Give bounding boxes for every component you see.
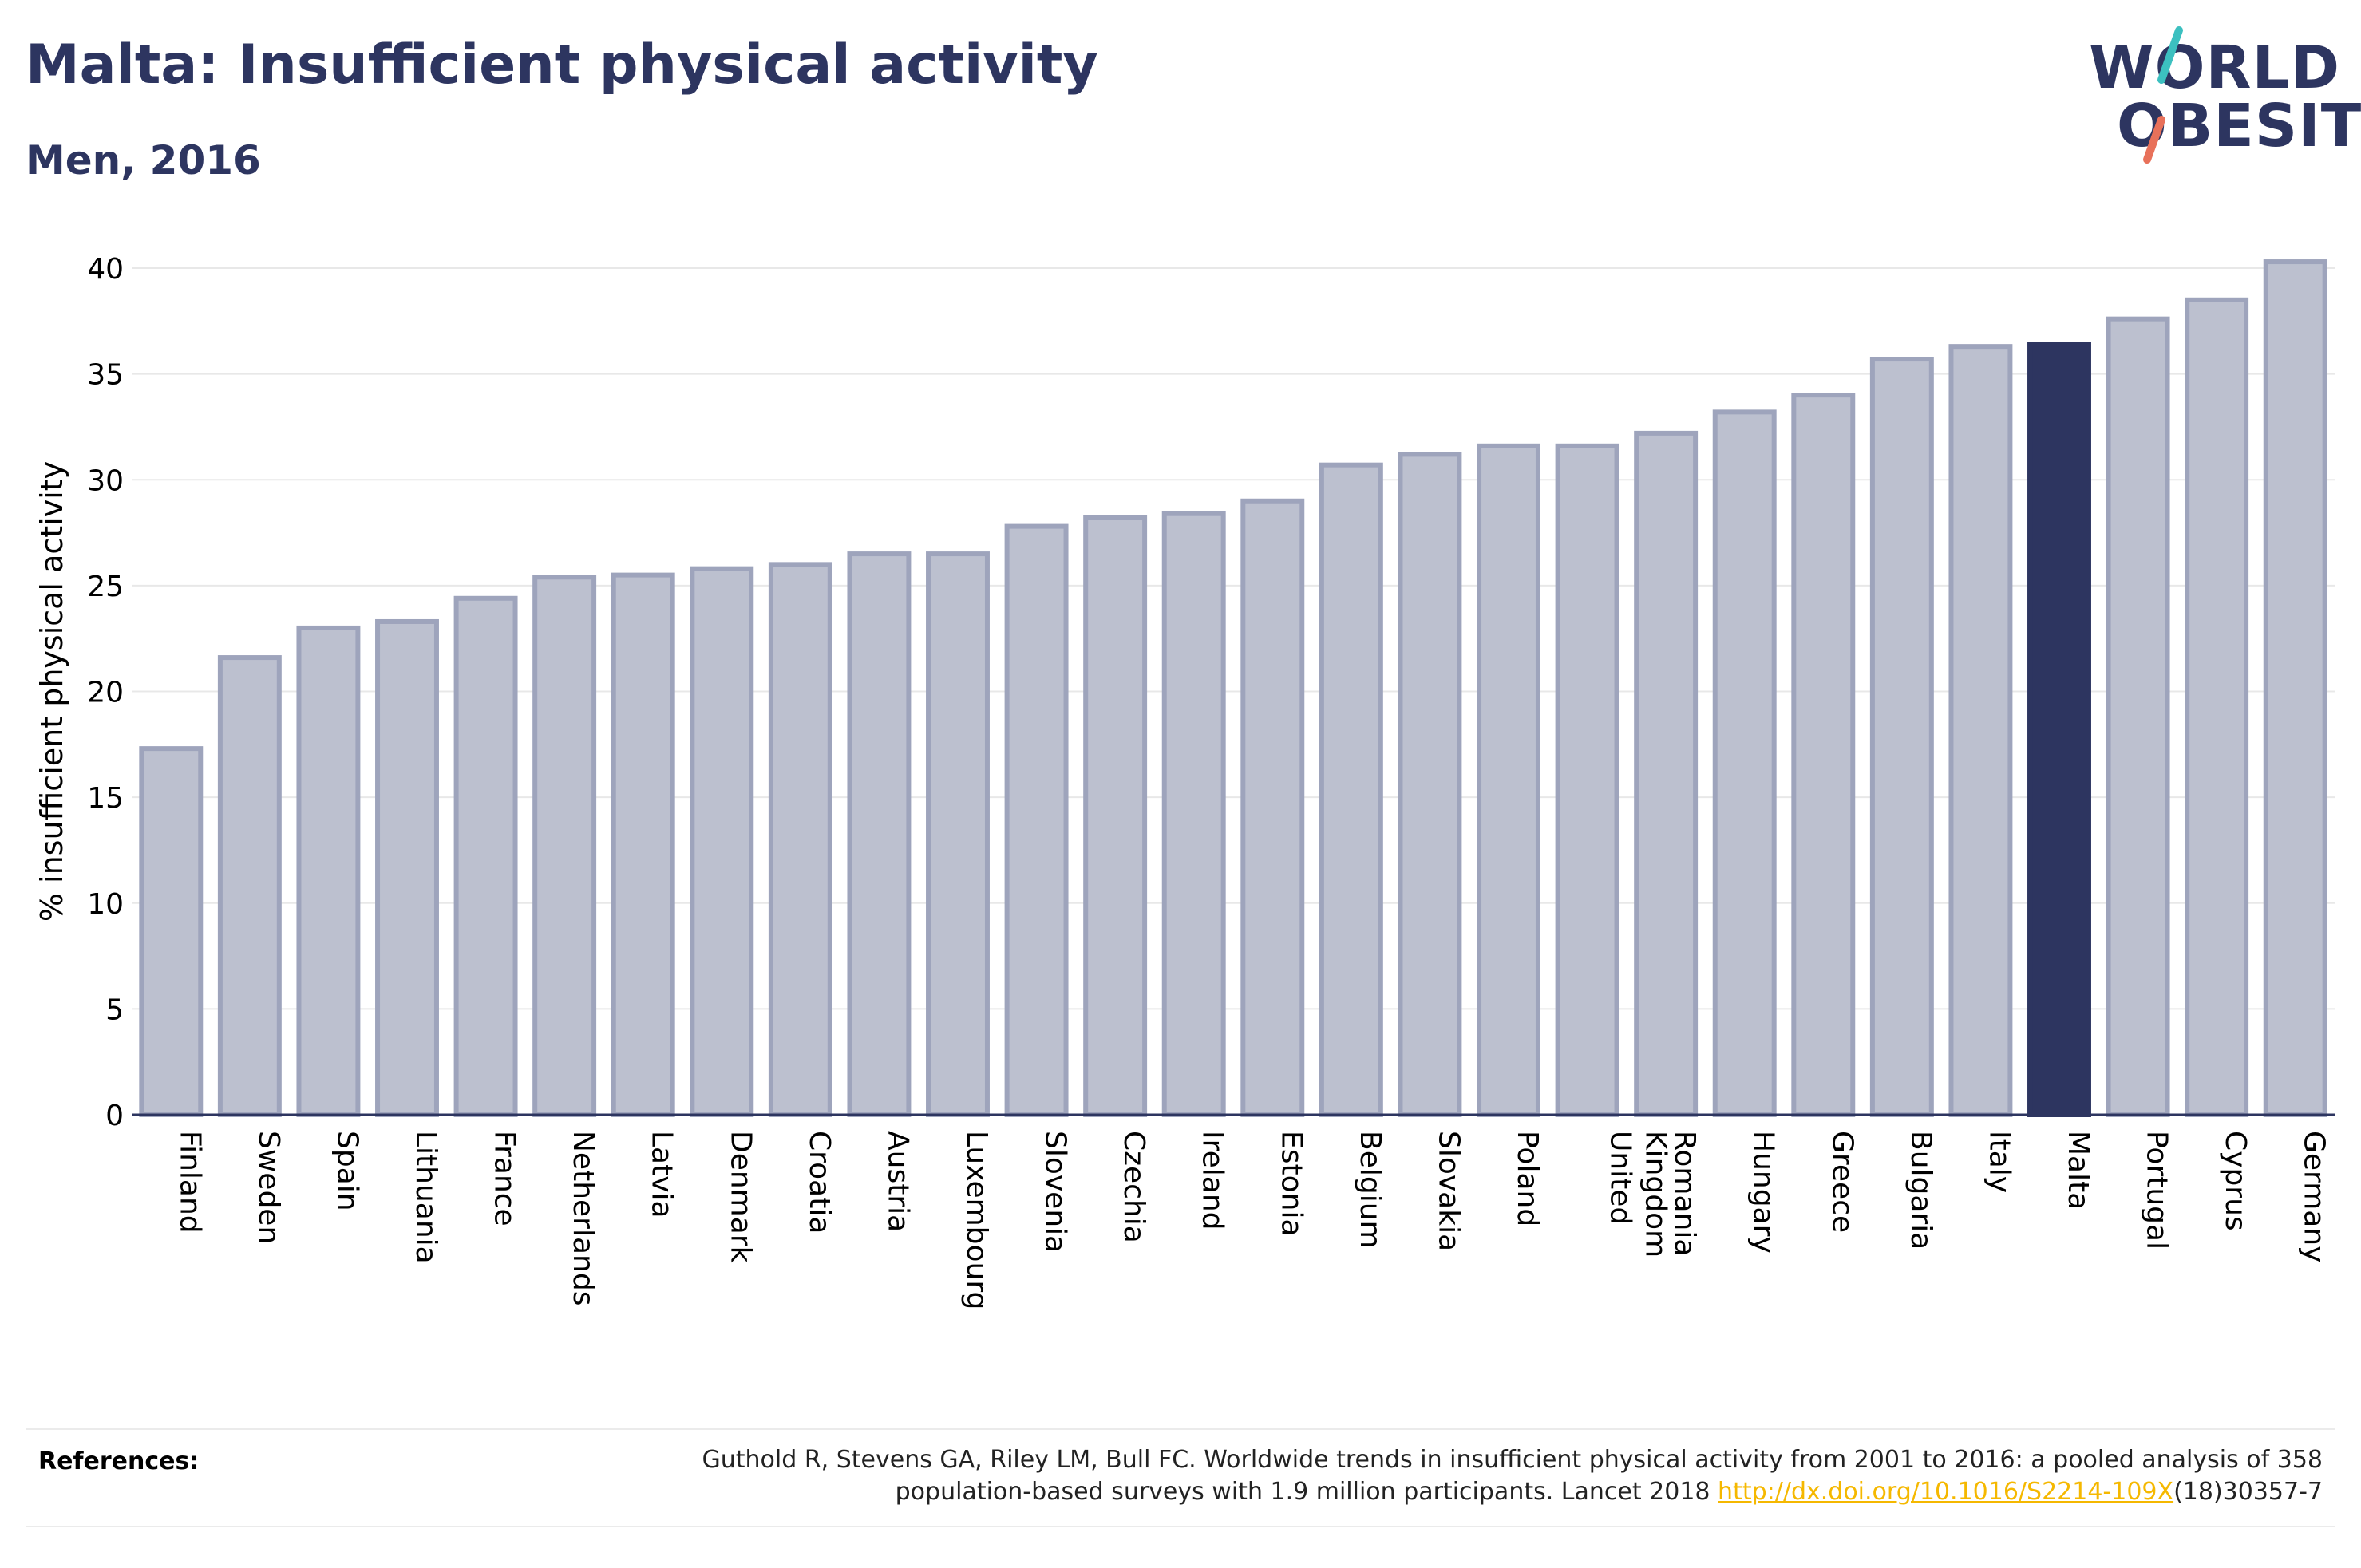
bar-portugal bbox=[2106, 316, 2170, 1118]
bar-united-kingdom bbox=[1555, 443, 1619, 1117]
logo-slash-icon bbox=[2143, 26, 2183, 164]
y-tick-labels: 0 5 10 15 20 25 30 35 40 bbox=[87, 253, 124, 1132]
reference-citation: Guthold R, Stevens GA, Riley LM, Bull FC… bbox=[702, 1446, 2323, 1506]
x-tick-label: Czechia bbox=[1117, 1131, 1150, 1243]
x-tick-label: Italy bbox=[1983, 1131, 2015, 1193]
bar-denmark bbox=[690, 566, 754, 1117]
x-tick-label: Romania bbox=[1668, 1131, 1701, 1256]
bar-poland bbox=[1477, 443, 1540, 1117]
x-tick-label: Estonia bbox=[1275, 1131, 1307, 1237]
bar-lithuania bbox=[375, 618, 439, 1117]
chart-subtitle: Men, 2016 bbox=[26, 137, 261, 184]
x-tick-label: Netherlands bbox=[567, 1131, 599, 1305]
bars bbox=[139, 259, 2327, 1118]
x-tick-label: Sweden bbox=[252, 1131, 285, 1244]
world-obesity-logo: WORLD OBESITY bbox=[2067, 24, 2361, 184]
bar-chart: 0 5 10 15 20 25 30 35 40 Finland Sweden Spain Lithu… bbox=[34, 253, 2335, 1309]
bar-belgium bbox=[1319, 462, 1383, 1117]
bar-romania bbox=[1634, 430, 1699, 1117]
y-axis-label: % insufficient physical activity bbox=[34, 461, 69, 922]
x-tick-label: Lithuania bbox=[409, 1131, 442, 1264]
x-tick-label: Ireland bbox=[1196, 1131, 1229, 1230]
x-tick-label: Austria bbox=[881, 1131, 914, 1232]
bar-croatia bbox=[768, 562, 832, 1117]
x-tick-label: Latvia bbox=[646, 1131, 678, 1218]
reference-link[interactable]: http://dx.doi.org/10.1016/S2214-109X bbox=[1718, 1478, 2174, 1506]
y-tick-label: 20 bbox=[87, 677, 124, 709]
references-label: References: bbox=[38, 1448, 200, 1475]
y-tick-label: 0 bbox=[105, 1100, 124, 1132]
bar-italy bbox=[1948, 344, 2013, 1117]
bar-finland bbox=[139, 746, 204, 1117]
x-tick-label: Cyprus bbox=[2219, 1131, 2252, 1231]
bar-spain bbox=[296, 625, 361, 1117]
y-tick-label: 15 bbox=[87, 782, 124, 815]
bar-france bbox=[453, 595, 518, 1117]
bar-netherlands bbox=[532, 575, 597, 1117]
bar-slovakia bbox=[1398, 452, 1462, 1117]
x-tick-label: Bulgaria bbox=[1904, 1131, 1937, 1250]
x-tick-label: Slovakia bbox=[1432, 1131, 1465, 1251]
bar-luxembourg bbox=[926, 551, 990, 1117]
bar-ireland bbox=[1161, 511, 1226, 1117]
chart-title: Malta: Insufficient physical activity bbox=[26, 34, 1098, 97]
x-tick-label: Finland bbox=[173, 1131, 206, 1234]
y-tick-label: 35 bbox=[87, 359, 124, 392]
bar-estonia bbox=[1240, 498, 1305, 1117]
logo-line-1: WORLD bbox=[2089, 34, 2341, 102]
y-tick-label: 25 bbox=[87, 571, 124, 603]
bar-hungary bbox=[1712, 409, 1777, 1117]
x-tick-label: Hungary bbox=[1747, 1131, 1780, 1254]
bar-greece bbox=[1791, 393, 1856, 1117]
x-tick-label: Malta bbox=[2062, 1131, 2094, 1210]
x-tick-label: Poland bbox=[1511, 1131, 1544, 1226]
x-tick-label: UnitedKingdom bbox=[1604, 1131, 1672, 1258]
bar-slovenia bbox=[1004, 523, 1069, 1117]
x-tick-label: Greece bbox=[1825, 1131, 1858, 1233]
x-tick-labels: Finland Sweden Spain Lithuania France Netherl… bbox=[173, 1131, 2330, 1309]
x-tick-label: Slovenia bbox=[1039, 1131, 1072, 1253]
bar-cyprus bbox=[2185, 297, 2249, 1118]
x-tick-label: Denmark bbox=[724, 1131, 757, 1263]
bar-austria bbox=[847, 551, 912, 1117]
bar-sweden bbox=[217, 655, 282, 1117]
bar-bulgaria bbox=[1869, 357, 1934, 1117]
references-section: References: Guthold R, Stevens GA, Riley… bbox=[26, 1428, 2335, 1527]
y-tick-label: 10 bbox=[87, 888, 124, 921]
y-tick-label: 5 bbox=[105, 993, 124, 1026]
y-tick-label: 30 bbox=[87, 464, 124, 497]
x-tick-label: Germany bbox=[2298, 1131, 2331, 1262]
x-tick-label: Croatia bbox=[803, 1131, 836, 1234]
bar-czechia bbox=[1083, 515, 1148, 1117]
x-tick-label: France bbox=[488, 1131, 521, 1226]
x-tick-label: Belgium bbox=[1354, 1131, 1386, 1249]
reference-citation-suffix: (18)30357-7 bbox=[2173, 1478, 2323, 1506]
x-tick-label: Spain bbox=[330, 1131, 363, 1211]
bar-latvia bbox=[611, 572, 675, 1117]
bar-malta bbox=[2027, 342, 2091, 1117]
x-tick-label: Portugal bbox=[2141, 1131, 2173, 1250]
x-tick-label: Luxembourg bbox=[960, 1131, 993, 1309]
y-tick-label: 40 bbox=[87, 253, 124, 286]
references-text: Guthold R, Stevens GA, Riley LM, Bull FC… bbox=[567, 1444, 2323, 1508]
bar-germany bbox=[2263, 259, 2327, 1118]
